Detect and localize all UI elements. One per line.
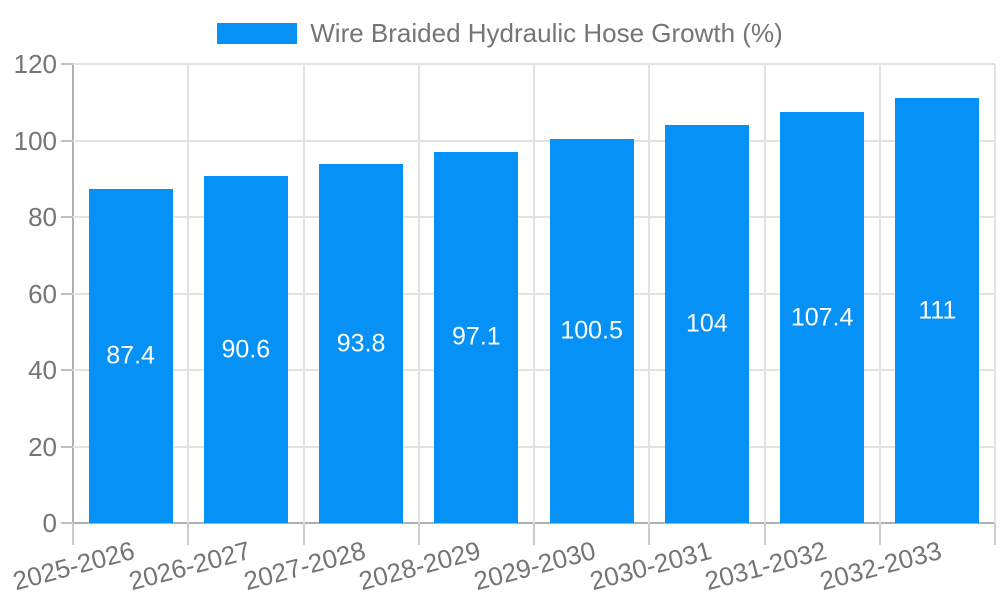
gridline-vertical	[533, 64, 535, 523]
bar: 111	[895, 98, 980, 523]
plot-area: 87.4 90.6 93.8 97.1 100.5 104 107.4 111	[61, 63, 996, 545]
y-tick-label: 60	[28, 278, 57, 309]
y-axis-line	[72, 64, 74, 545]
x-tick-label: 2027-2028	[240, 535, 369, 597]
x-axis-tick	[533, 523, 535, 545]
x-axis-tick	[302, 523, 305, 545]
x-tick-label: 2028-2029	[355, 535, 484, 597]
y-axis-tick	[61, 445, 73, 448]
x-axis-labels: 2025-2026 2026-2027 2027-2028 2028-2029 2029…	[0, 523, 1000, 600]
bar: 107.4	[780, 112, 865, 523]
bar-value-label: 111	[918, 296, 957, 325]
bar: 104	[664, 125, 749, 523]
x-tick-label: 2025-2026	[10, 535, 138, 597]
x-axis-tick	[187, 523, 190, 545]
legend-label: Wire Braided Hydraulic Hose Growth (%)	[310, 18, 783, 48]
y-axis-tick	[61, 369, 73, 371]
gridline-vertical	[994, 64, 996, 523]
bar: 87.4	[88, 188, 173, 523]
gridline-vertical	[763, 64, 766, 523]
x-axis-tick	[72, 523, 74, 545]
gridline-vertical	[648, 64, 651, 523]
y-axis-tick	[61, 292, 73, 295]
legend-swatch	[217, 23, 298, 44]
y-tick-label: 120	[13, 49, 57, 79]
gridline-vertical	[878, 64, 881, 523]
bar-value-label: 90.6	[221, 335, 271, 364]
gridline-vertical	[417, 64, 420, 523]
x-tick-label: 2030-2031	[586, 535, 715, 597]
x-axis-tick	[417, 523, 420, 545]
bar: 90.6	[203, 176, 288, 523]
y-axis-tick	[61, 216, 73, 218]
bar: 97.1	[434, 151, 519, 523]
y-axis-tick	[61, 522, 73, 524]
legend: Wire Braided Hydraulic Hose Growth (%)	[0, 18, 1000, 49]
x-tick-label: 2031-2032	[701, 535, 830, 597]
y-axis-tick	[61, 139, 73, 142]
bar: 100.5	[549, 138, 634, 523]
y-tick-label: 80	[28, 202, 57, 232]
bar-value-label: 107.4	[790, 303, 854, 332]
bar-value-label: 97.1	[452, 322, 501, 351]
x-axis-tick	[648, 523, 651, 545]
y-tick-label: 100	[13, 125, 57, 156]
x-tick-label: 2032-2033	[816, 535, 945, 597]
y-tick-label: 0	[42, 508, 57, 538]
y-axis-tick	[61, 63, 73, 65]
y-tick-label: 20	[28, 431, 57, 462]
gridline-vertical	[302, 64, 305, 523]
bar-value-label: 104	[686, 309, 728, 338]
gridline-vertical	[187, 64, 190, 523]
y-axis-labels: 0 20 40 60 80 100 120	[0, 51, 57, 536]
x-tick-label: 2029-2030	[471, 535, 599, 597]
bar-value-label: 100.5	[560, 316, 623, 345]
x-axis-tick	[763, 523, 766, 545]
bar-value-label: 87.4	[106, 341, 155, 370]
bar: 93.8	[319, 164, 404, 523]
x-axis-tick	[878, 523, 881, 545]
bar-value-label: 93.8	[336, 329, 386, 358]
x-tick-label: 2026-2027	[125, 535, 254, 597]
x-axis-tick	[994, 523, 996, 545]
y-tick-label: 40	[28, 355, 57, 385]
